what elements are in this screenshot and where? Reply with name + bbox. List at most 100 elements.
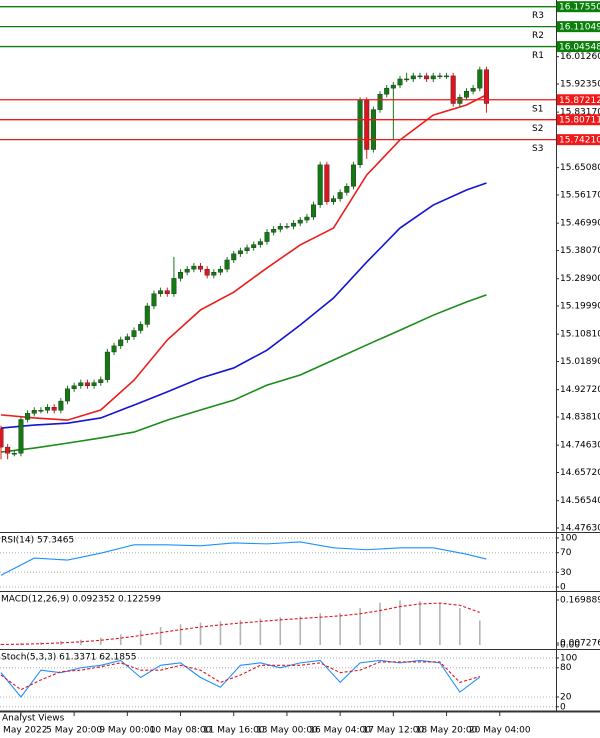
x-tick-label: 17 May 12:00 (362, 726, 424, 736)
level-price-box (557, 134, 600, 146)
y-tick-label: 15.38070 (560, 246, 600, 256)
y-tick-label: 14.92720 (560, 385, 600, 395)
level-price-box (557, 94, 600, 106)
level-name: R3 (532, 11, 544, 21)
histogram-bar (439, 602, 441, 646)
candle-body (430, 75, 436, 80)
y-tick-label: 80 (560, 663, 572, 673)
y-tick-label: 14.83810 (560, 413, 600, 423)
histogram-bar (139, 630, 142, 646)
level-price: 16.11049 (559, 23, 600, 33)
candle-body (191, 265, 197, 270)
histogram-bar (239, 619, 242, 646)
histogram-bar (459, 607, 461, 646)
candle-body (151, 293, 157, 307)
candle-body (118, 339, 124, 347)
indicator-title: RSI(14) 57.3465 (1, 536, 74, 546)
indicator-line (0, 659, 481, 698)
candle-body (417, 75, 423, 78)
candle-body (104, 351, 110, 380)
candle-body (477, 69, 483, 89)
x-tick-label: 11 May 16:00 (203, 726, 265, 736)
level-price: 16.17550 (559, 3, 600, 13)
y-tick-label: 0.00 (560, 641, 580, 651)
level-name: R1 (532, 51, 544, 61)
y-tick-label: 30 (560, 568, 572, 578)
level-name: S2 (532, 124, 543, 134)
level-price: 15.74210 (559, 136, 600, 146)
candle-body (45, 407, 51, 411)
histogram-bar (299, 616, 302, 646)
x-tick-label: 10 May 08:00 (150, 726, 212, 736)
histogram-bar (199, 622, 202, 646)
candle-body (357, 100, 363, 166)
x-tick-label: 16 May 04:00 (309, 726, 371, 736)
candle-body (171, 278, 177, 294)
histogram-bar (179, 624, 182, 646)
candle-body (31, 410, 37, 414)
histogram-bar (159, 626, 162, 646)
indicator-line (0, 602, 480, 646)
level-name: S1 (532, 104, 543, 114)
y-tick-label: 14.65720 (560, 468, 600, 478)
candle-body (58, 400, 64, 411)
candle-body (330, 198, 336, 202)
moving-average-line (0, 294, 487, 453)
candle-body (84, 382, 90, 386)
candle-body (11, 453, 17, 455)
indicator-line (0, 541, 487, 576)
candle-body (211, 272, 217, 276)
level-price: 16.04548 (559, 43, 600, 53)
y-tick-label: 15.56170 (560, 191, 600, 201)
candle-body (264, 232, 270, 242)
candle-body (251, 244, 257, 248)
y-tick-label: 15.10810 (560, 330, 600, 340)
level-name: S3 (532, 144, 543, 154)
candle-body (51, 407, 57, 411)
candle-body (78, 382, 84, 386)
candle-body (311, 204, 317, 218)
candle-body (337, 192, 343, 199)
level-price-box (557, 41, 600, 53)
histogram-bar (478, 620, 481, 646)
candle-body (158, 290, 164, 294)
candle-body (64, 388, 70, 402)
y-tick-label: 20 (560, 693, 572, 703)
candle-body (178, 272, 184, 279)
histogram-bar (0, 643, 2, 646)
candle-body (71, 385, 77, 390)
x-tick-label: 9 May 00:00 (99, 726, 155, 736)
candle-body (457, 97, 463, 104)
histogram-bar (419, 601, 421, 646)
candle-body (317, 164, 323, 205)
indicator-line (0, 661, 480, 691)
candle-body (377, 94, 383, 110)
candle-body (463, 91, 469, 98)
candle-body (138, 324, 144, 331)
y-tick-label: 100 (560, 533, 577, 543)
x-tick-label: 13 May 00:00 (256, 726, 318, 736)
candle-body (470, 87, 476, 92)
candle-body (111, 345, 117, 353)
candle-body (204, 268, 210, 276)
candle-body (397, 78, 403, 86)
y-tick-label: 0.007276 (560, 639, 600, 649)
histogram-bar (259, 618, 262, 646)
histogram-bar (20, 642, 22, 646)
indicator-title: MACD(12,26,9) 0.092352 0.122599 (1, 595, 161, 605)
level-price-box (557, 114, 600, 126)
x-tick-label: 18 May 20:00 (416, 726, 478, 736)
candle-body (350, 164, 356, 187)
histogram-bar (399, 600, 401, 646)
histogram-bar (60, 641, 62, 646)
candle-body (271, 229, 277, 233)
candle-body (5, 446, 11, 454)
candle-body (244, 247, 250, 251)
candle-body (184, 268, 190, 273)
candle-body (483, 69, 489, 104)
x-tick-label: 20 May 04:00 (469, 726, 531, 736)
y-tick-label: 15.19990 (560, 302, 600, 312)
